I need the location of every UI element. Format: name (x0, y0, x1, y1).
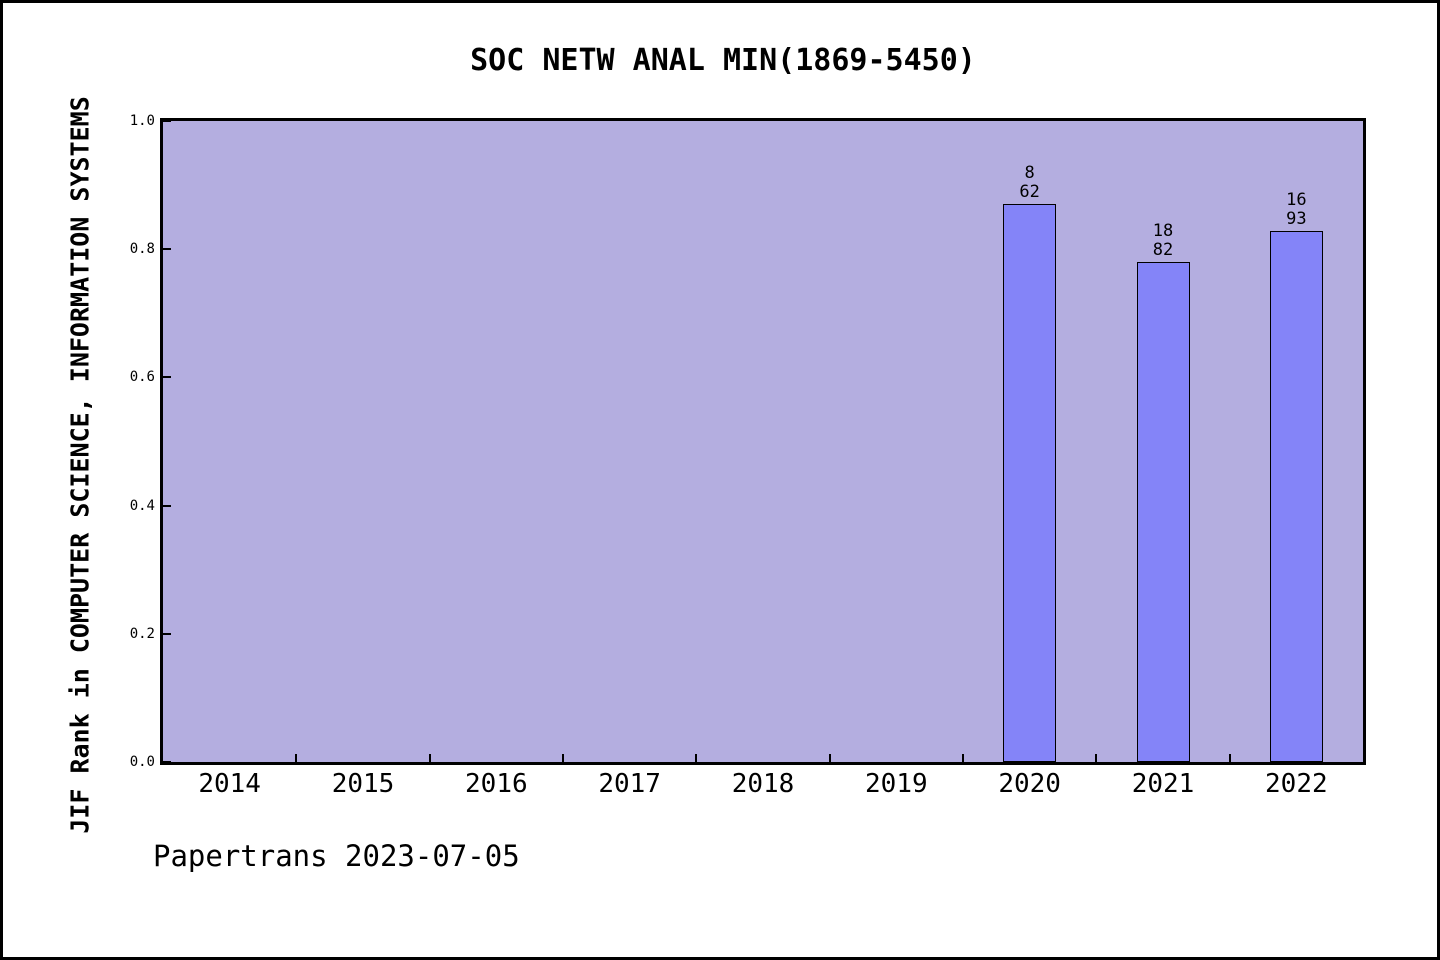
bar-value-label-2022: 16 93 (1286, 190, 1307, 230)
y-tick-label: 1.0 (129, 113, 155, 129)
y-tick-mark (163, 376, 171, 379)
x-tick-mark (295, 754, 298, 762)
x-tick-label: 2015 (331, 769, 395, 799)
y-tick-label: 0.8 (129, 241, 155, 258)
plot-area: 8 62 18 82 16 93 (160, 118, 1366, 765)
bar-2020 (1003, 203, 1057, 762)
x-tick-mark (962, 754, 964, 762)
bar-2022 (1269, 231, 1323, 762)
x-tick-mark (695, 754, 698, 762)
y-tick-label: 0.4 (129, 497, 155, 514)
x-tick-mark (1228, 754, 1231, 762)
y-tick-mark (163, 248, 171, 251)
watermark-text: Papertrans 2023-07-05 (153, 839, 520, 873)
y-axis-label: JIF Rank in COMPUTER SCIENCE, INFORMATIO… (65, 96, 95, 834)
y-tick-mark (163, 632, 171, 635)
y-tick-mark (163, 761, 171, 763)
bar-2021 (1136, 262, 1190, 762)
x-tick-mark (828, 754, 831, 762)
x-tick-label: 2020 (998, 769, 1061, 799)
y-tick-mark (163, 120, 171, 122)
x-tick-mark (428, 754, 431, 762)
y-tick-label: 0.2 (129, 625, 155, 642)
x-tick-mark (1095, 754, 1098, 762)
chart-title: SOC NETW ANAL MIN(1869-5450) (470, 43, 976, 78)
y-tick-label: 0.0 (129, 754, 155, 770)
x-tick-label: 2017 (598, 769, 661, 799)
x-tick-label: 2016 (465, 769, 528, 799)
x-tick-label: 2014 (198, 769, 261, 799)
x-tick-mark (562, 754, 564, 762)
y-tick-label: 0.6 (129, 369, 155, 386)
x-tick-label: 2022 (1265, 769, 1328, 799)
bar-value-label-2021: 18 82 (1152, 221, 1174, 261)
x-tick-label: 2018 (731, 769, 795, 799)
bar-value-label-2020: 8 62 (1019, 162, 1040, 202)
y-tick-mark (163, 504, 171, 507)
x-tick-label: 2019 (865, 769, 928, 799)
x-tick-label: 2021 (1131, 769, 1195, 799)
